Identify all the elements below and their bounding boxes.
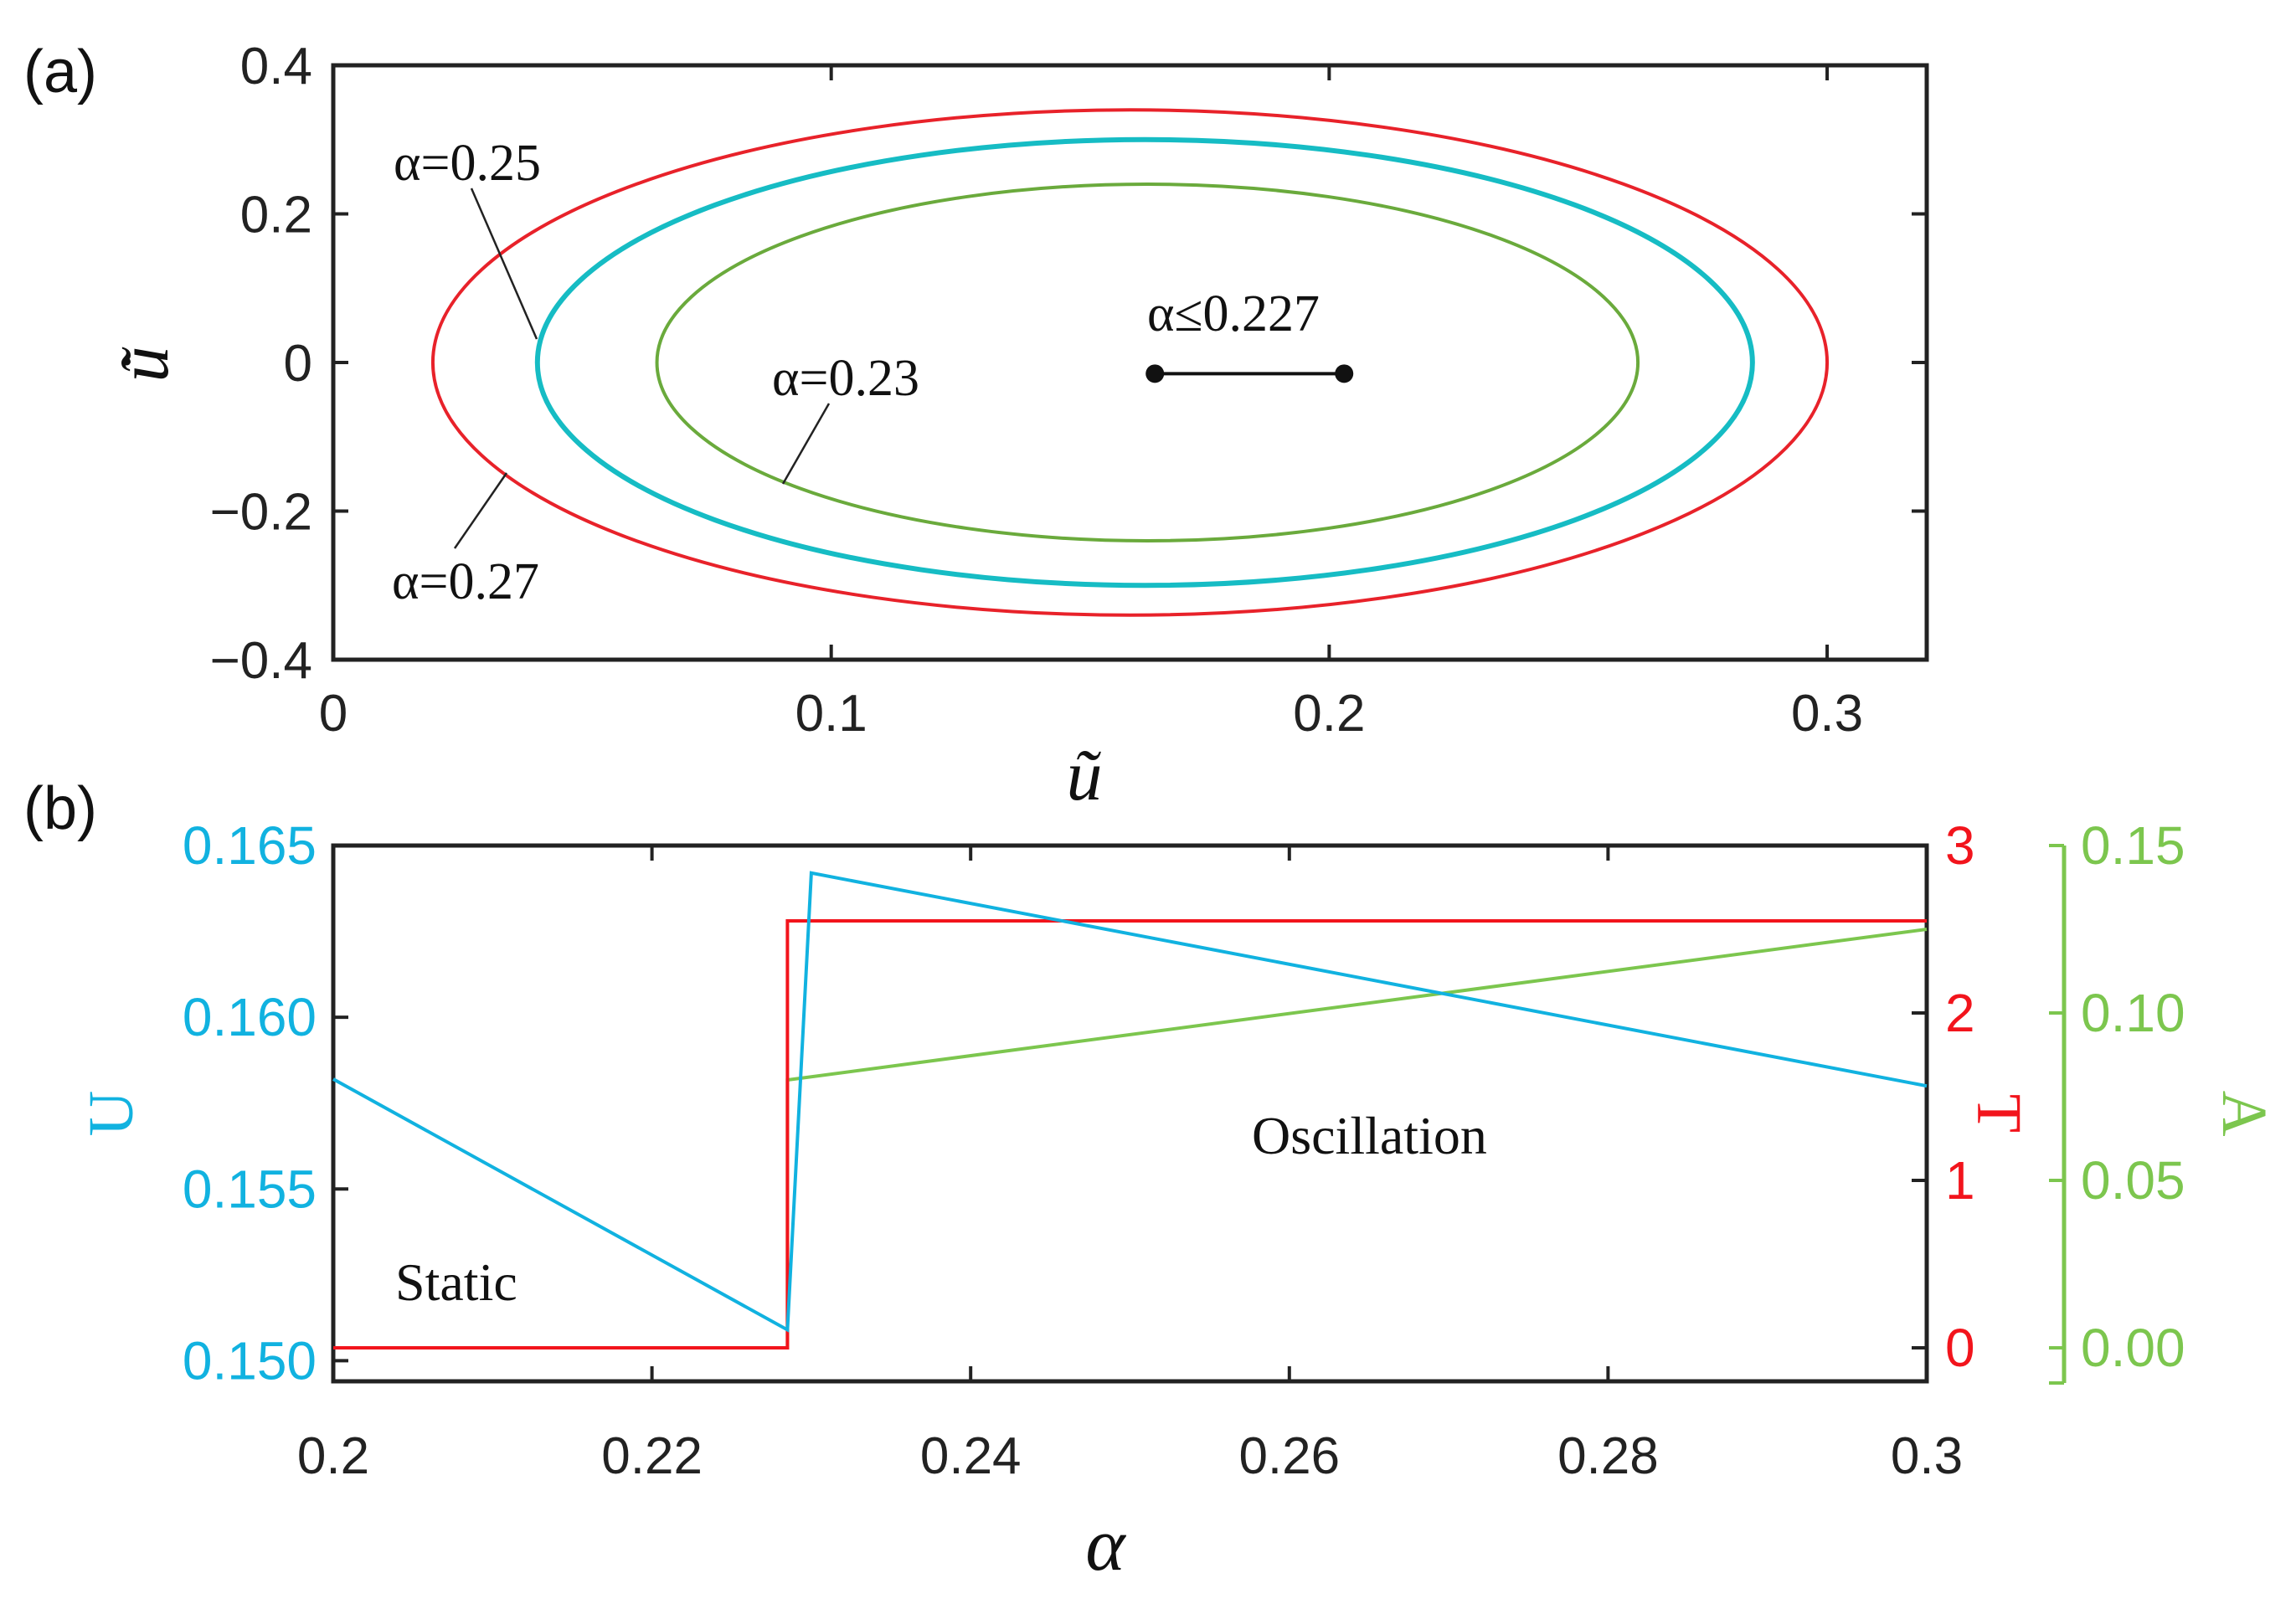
a-xtick-label: 0.3 [1791, 685, 1863, 743]
b-xtick-label: 0.24 [920, 1427, 1022, 1485]
panel-b-ticks: 0.2 0.22 0.24 0.26 0.28 0.3 0.165 0.160 0.155 0.1… [183, 815, 2185, 1485]
T-axis-label: T [1964, 1094, 2034, 1133]
panel-a-axes [331, 63, 1929, 662]
svg-text:ũ: ũ [1067, 735, 1103, 815]
annotation-static: Static [395, 1252, 517, 1312]
panel-a-ticks: 0 0.1 0.2 0.3 0.4 0.2 0 −0.2 −0.4 [210, 38, 1927, 743]
U-tick-label: 0.160 [183, 987, 317, 1047]
orbit-ellipse [430, 108, 1830, 617]
panel-a-xlabel: ũ [1067, 735, 1103, 815]
b-xtick-label: 0.3 [1891, 1427, 1963, 1485]
b-xtick-label: 0.2 [297, 1427, 369, 1485]
panel-a-label: (a) [23, 39, 97, 105]
a-ytick-label: −0.2 [210, 484, 312, 542]
leader-line-alpha-0.25 [470, 188, 538, 340]
a-xtick-label: 0.1 [795, 685, 867, 743]
a-ytick-label: 0.4 [240, 38, 312, 95]
segment-endpoint [1335, 364, 1354, 383]
panel-b-xlabel: α [1085, 1504, 1126, 1586]
T-tick-label: 1 [1945, 1150, 1975, 1211]
b-xtick-label: 0.22 [601, 1427, 703, 1485]
leader-line-alpha-0.27 [453, 472, 508, 549]
A-tick-label: 0.05 [2081, 1150, 2185, 1211]
orbit-ellipse [534, 136, 1755, 589]
a-xtick-label: 0 [319, 685, 347, 743]
annotation-alpha-0.25: α=0.25 [394, 135, 541, 192]
series-line-A [333, 928, 1928, 1350]
U-axis-label: U [76, 1091, 147, 1137]
orbit-ellipse [655, 183, 1640, 542]
panel-b-series [332, 871, 1928, 1350]
A-axis-label: A [2209, 1091, 2279, 1137]
U-tick-label: 0.155 [183, 1159, 317, 1219]
annotation-alpha-0.23: α=0.23 [772, 350, 919, 407]
T-tick-label: 2 [1945, 983, 1975, 1043]
A-tick-label: 0.15 [2081, 815, 2185, 876]
b-xtick-label: 0.28 [1557, 1427, 1659, 1485]
A-tick-label: 0.00 [2081, 1318, 2185, 1378]
panel-a-ylabel: u̇̃ [103, 346, 183, 382]
panel-b-axes [331, 843, 1929, 1384]
a-ytick-label: 0 [284, 335, 312, 393]
a-xtick-label: 0.2 [1293, 685, 1365, 743]
annotation-alpha-le-0.227: α≤0.227 [1147, 285, 1320, 342]
panel-a-series [430, 108, 1830, 617]
series-line-T [333, 919, 1927, 1350]
annotation-alpha-0.27: α=0.27 [392, 553, 539, 610]
T-tick-label: 0 [1945, 1318, 1975, 1378]
panel-a-annotations: α=0.25 α=0.23 α=0.27 α≤0.227 [392, 135, 1320, 610]
series-line-U [332, 871, 1928, 1333]
panel-a: (a) 0 0.1 0.2 0.3 0.4 0.2 0 −0.2 −0.4 ũ u̇̃ α=0.… [23, 38, 1929, 815]
T-tick-label: 3 [1945, 815, 1975, 876]
a-ytick-label: 0.2 [240, 187, 312, 244]
annotation-oscillation: Oscillation [1252, 1106, 1487, 1165]
panel-b: (b) 0.2 0.22 0.24 0.26 0.28 0.3 0.165 0.160 0.15… [23, 775, 2279, 1586]
U-tick-label: 0.165 [183, 815, 317, 876]
leader-line-alpha-0.23 [781, 403, 831, 485]
segment-endpoint [1145, 364, 1165, 383]
panel-b-label: (b) [23, 775, 97, 842]
svg-text:u̇̃: u̇̃ [103, 346, 183, 382]
b-xtick-label: 0.26 [1238, 1427, 1340, 1485]
A-tick-label: 0.10 [2081, 983, 2185, 1043]
a-ytick-label: −0.4 [210, 632, 312, 690]
U-tick-label: 0.150 [183, 1330, 317, 1391]
